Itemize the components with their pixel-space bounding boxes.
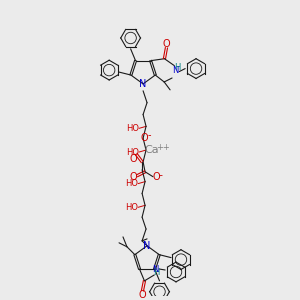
Text: HO: HO — [125, 203, 138, 212]
Text: H: H — [174, 63, 181, 72]
Text: Ca: Ca — [145, 145, 159, 155]
Text: ++: ++ — [156, 142, 170, 152]
Text: N: N — [172, 66, 178, 75]
Text: -: - — [147, 130, 151, 140]
Text: O: O — [140, 133, 148, 143]
Text: HO: HO — [125, 179, 138, 188]
Text: O: O — [139, 290, 146, 300]
Text: HO: HO — [126, 124, 139, 133]
Text: N: N — [140, 79, 147, 89]
Text: O: O — [129, 172, 137, 182]
Text: O: O — [129, 154, 137, 164]
Text: H: H — [153, 268, 160, 278]
Text: O: O — [152, 172, 160, 182]
Text: N: N — [143, 241, 151, 251]
Text: -: - — [159, 170, 163, 180]
Text: N: N — [152, 265, 158, 274]
Text: O: O — [163, 39, 170, 49]
Text: HO: HO — [126, 148, 139, 157]
